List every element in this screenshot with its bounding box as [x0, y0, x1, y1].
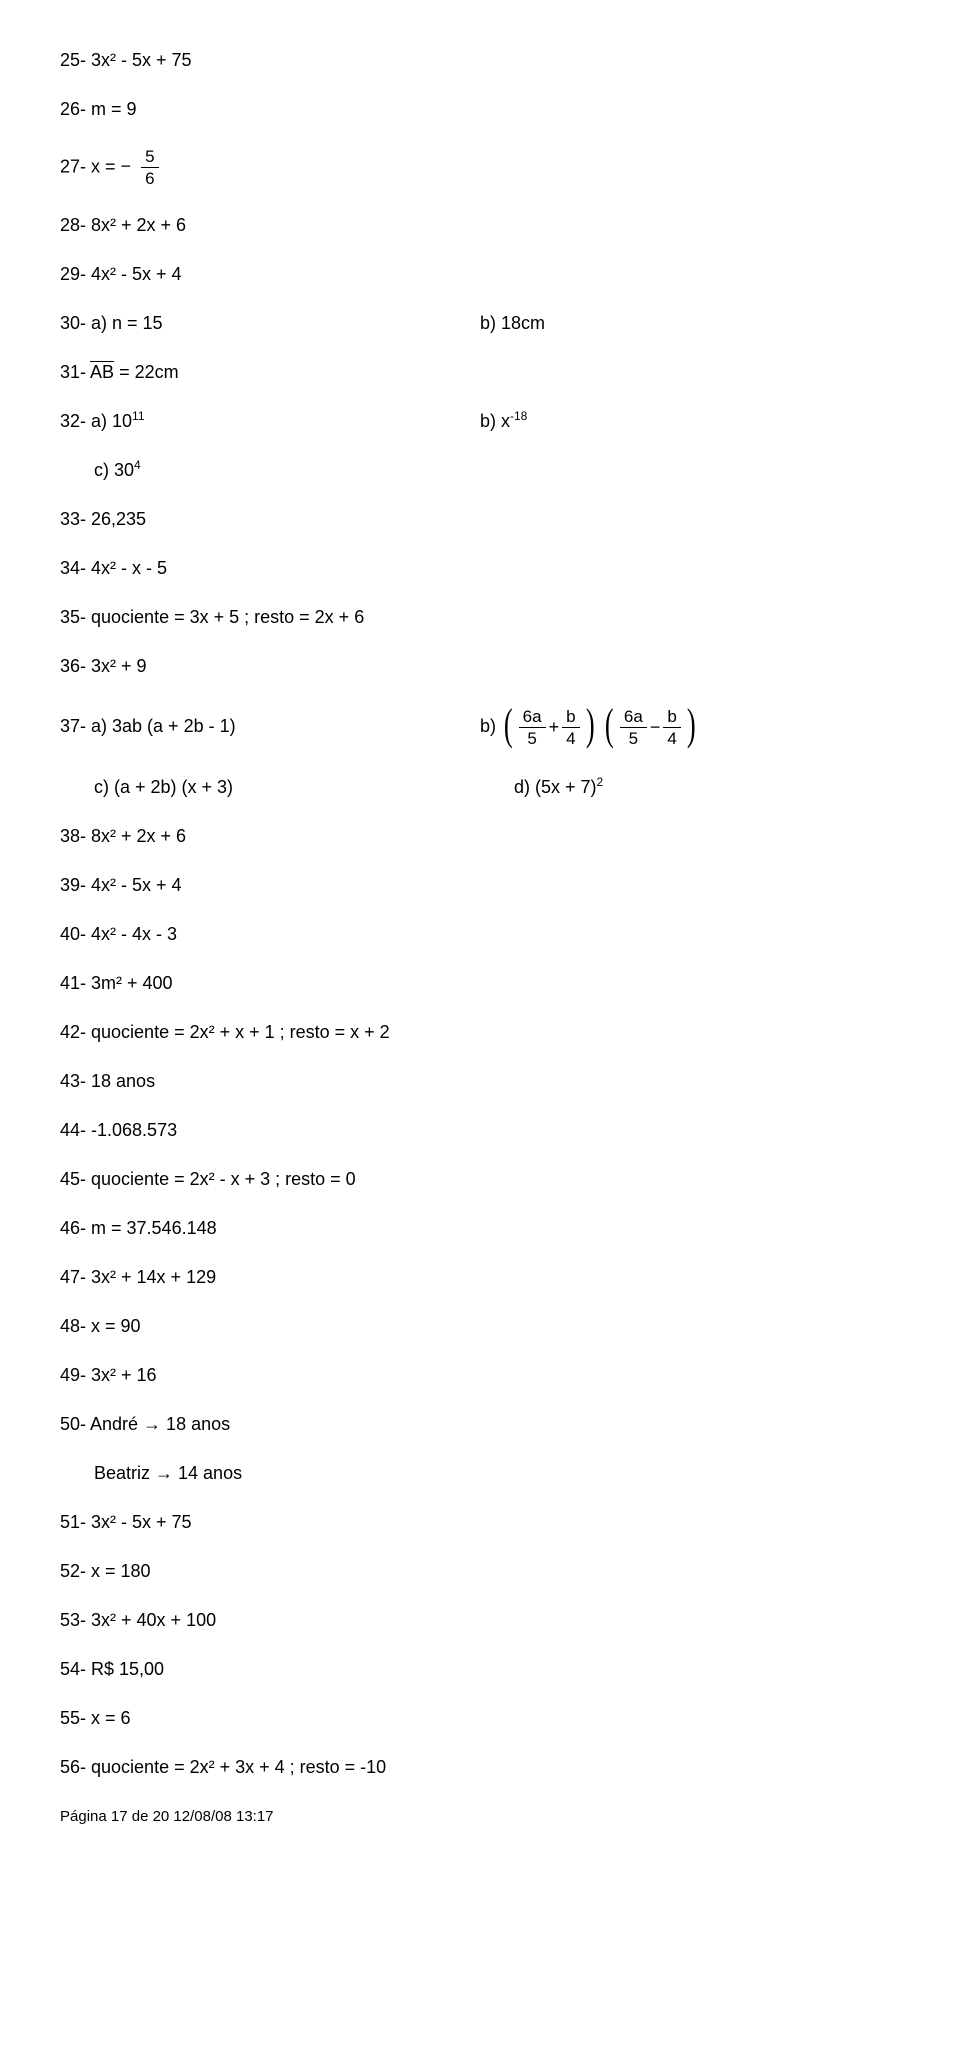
denominator: 6: [141, 168, 158, 187]
answer-44: 44- -1.068.573: [60, 1120, 900, 1141]
right-paren: ): [586, 703, 595, 747]
answer-37a: 37- a) 3ab (a + 2b - 1): [60, 716, 480, 737]
denominator: 5: [519, 728, 546, 747]
answer-47: 47- 3x² + 14x + 129: [60, 1267, 900, 1288]
right-paren: ): [687, 703, 696, 747]
left-paren: (: [605, 703, 614, 747]
answer-37c: c) (a + 2b) (x + 3): [60, 777, 514, 798]
answer-43: 43- 18 anos: [60, 1071, 900, 1092]
answer-30a: 30- a) n = 15: [60, 313, 480, 334]
answer-38: 38- 8x² + 2x + 6: [60, 826, 900, 847]
answer-30b: b) 18cm: [480, 313, 900, 334]
answer-33: 33- 26,235: [60, 509, 900, 530]
answer-39: 39- 4x² - 5x + 4: [60, 875, 900, 896]
answer-55: 55- x = 6: [60, 1708, 900, 1729]
answer-30: 30- a) n = 15 b) 18cm: [60, 313, 900, 334]
answer-37cd: c) (a + 2b) (x + 3) d) (5x + 7)2: [60, 777, 900, 798]
minus-sign: −: [650, 717, 661, 738]
paren-group-2: ( 6a 5 − b 4 ): [602, 705, 698, 749]
denominator: 4: [562, 728, 579, 747]
numerator: 6a: [519, 708, 546, 728]
minus-sign: −: [121, 156, 132, 177]
answer-31: 31- AB = 22cm: [60, 362, 900, 383]
answer-37d: d) (5x + 7)2: [514, 777, 900, 798]
answer-46: 46- m = 37.546.148: [60, 1218, 900, 1239]
answer-31-post: = 22cm: [119, 362, 179, 382]
answer-53: 53- 3x² + 40x + 100: [60, 1610, 900, 1631]
denominator: 4: [663, 728, 680, 747]
answer-37ab: 37- a) 3ab (a + 2b - 1) b) ( 6a 5 + b 4 …: [60, 705, 900, 749]
answer-50a: 50- André → 18 anos: [60, 1414, 900, 1435]
page-footer: Página 17 de 20 12/08/08 13:17: [60, 1808, 900, 1825]
answer-32c-text: c) 30: [94, 460, 134, 480]
answer-26: 26- m = 9: [60, 99, 900, 120]
answer-35: 35- quociente = 3x + 5 ; resto = 2x + 6: [60, 607, 900, 628]
numerator: 6a: [620, 708, 647, 728]
answer-32c-sup: 4: [134, 458, 141, 472]
answer-32a-sup: 11: [132, 409, 144, 423]
numerator: b: [663, 708, 680, 728]
answer-41: 41- 3m² + 400: [60, 973, 900, 994]
left-paren: (: [504, 703, 513, 747]
answer-52: 52- x = 180: [60, 1561, 900, 1582]
answer-49: 49- 3x² + 16: [60, 1365, 900, 1386]
answer-50b: Beatriz → 14 anos: [60, 1463, 900, 1484]
answer-31-prefix: 31-: [60, 362, 90, 382]
answer-54: 54- R$ 15,00: [60, 1659, 900, 1680]
answer-32b-sup: -18: [510, 409, 527, 423]
answer-32b-text: b) x: [480, 411, 510, 431]
answer-32b: b) x-18: [480, 411, 900, 432]
answer-32: 32- a) 1011 b) x-18: [60, 411, 900, 432]
answer-34: 34- 4x² - x - 5: [60, 558, 900, 579]
numerator: b: [562, 708, 579, 728]
answer-37d-sup: 2: [597, 775, 604, 789]
answer-37d-text: d) (5x + 7): [514, 777, 597, 797]
answer-25: 25- 3x² - 5x + 75: [60, 50, 900, 71]
answer-36: 36- 3x² + 9: [60, 656, 900, 677]
paren-group-1: ( 6a 5 + b 4 ): [501, 705, 597, 749]
fraction-b-4: b 4: [562, 708, 579, 747]
answer-37b-prefix: b): [480, 716, 501, 736]
answer-29: 29- 4x² - 5x + 4: [60, 264, 900, 285]
answer-32a: 32- a) 1011: [60, 411, 480, 432]
segment-ab: AB: [90, 362, 114, 382]
answer-27: 27- x = − 5 6: [60, 148, 900, 187]
plus-sign: +: [549, 717, 560, 738]
answer-28: 28- 8x² + 2x + 6: [60, 215, 900, 236]
answer-32c: c) 304: [60, 460, 900, 481]
answer-40: 40- 4x² - 4x - 3: [60, 924, 900, 945]
denominator: 5: [620, 728, 647, 747]
answer-27-prefix: 27- x =: [60, 156, 121, 176]
answer-56: 56- quociente = 2x² + 3x + 4 ; resto = -…: [60, 1757, 900, 1778]
answer-32a-text: 32- a) 10: [60, 411, 132, 431]
numerator: 5: [141, 148, 158, 168]
answer-37b: b) ( 6a 5 + b 4 ) ( 6a 5: [480, 705, 900, 749]
fraction-6a-5: 6a 5: [519, 708, 546, 747]
answer-48: 48- x = 90: [60, 1316, 900, 1337]
fraction-6a-5-b: 6a 5: [620, 708, 647, 747]
fraction-b-4-b: b 4: [663, 708, 680, 747]
fraction-5-6: 5 6: [141, 148, 158, 187]
answer-45: 45- quociente = 2x² - x + 3 ; resto = 0: [60, 1169, 900, 1190]
answer-42: 42- quociente = 2x² + x + 1 ; resto = x …: [60, 1022, 900, 1043]
answer-51: 51- 3x² - 5x + 75: [60, 1512, 900, 1533]
